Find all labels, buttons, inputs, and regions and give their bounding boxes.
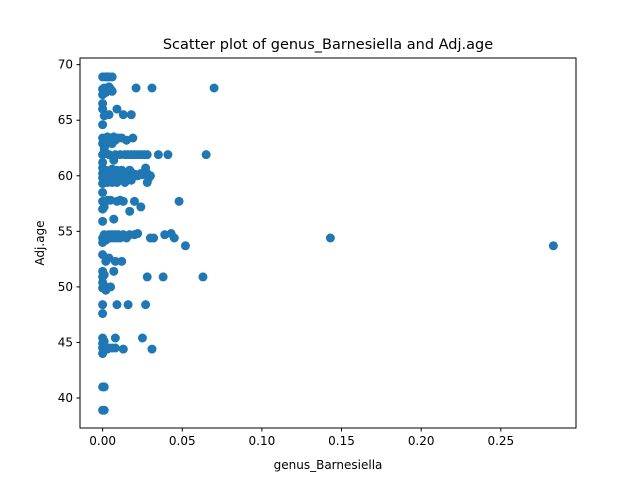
data-point: [107, 86, 117, 96]
axes-frame: [79, 57, 577, 429]
data-point: [153, 150, 163, 160]
y-axis-ticks: 40 45 50 55 60 65 70: [58, 58, 80, 405]
x-axis-label: genus_Barnesiella: [274, 458, 383, 472]
data-point: [126, 110, 136, 120]
data-point: [107, 72, 117, 82]
y-tick-label: 55: [58, 224, 73, 238]
data-point: [158, 272, 168, 282]
data-point: [129, 196, 139, 206]
data-point: [112, 300, 122, 310]
data-point: [98, 99, 108, 109]
data-point: [117, 256, 127, 266]
data-point: [106, 282, 116, 292]
data-point: [99, 336, 109, 346]
y-tick-label: 60: [58, 169, 73, 183]
data-point: [109, 266, 119, 276]
data-point: [98, 216, 108, 226]
data-point: [548, 241, 558, 251]
y-tick-label: 45: [58, 335, 73, 349]
x-tick-label: 0.05: [169, 434, 196, 448]
data-point: [128, 133, 138, 143]
data-point: [147, 83, 157, 93]
chart-title: Scatter plot of genus_Barnesiella and Ad…: [163, 37, 493, 53]
data-point: [325, 233, 335, 243]
data-point: [98, 300, 108, 310]
data-point: [98, 120, 108, 130]
data-point: [104, 110, 114, 120]
y-tick-label: 40: [58, 391, 73, 405]
x-tick-label: 0.10: [249, 434, 276, 448]
data-point: [118, 344, 128, 354]
data-point: [163, 150, 173, 160]
x-axis-ticks: 0.00 0.05 0.10 0.15 0.20 0.25: [89, 428, 514, 448]
data-point: [109, 214, 119, 224]
plot-area-background: [80, 58, 576, 428]
data-point: [99, 270, 109, 280]
data-point: [198, 272, 208, 282]
data-point: [110, 343, 120, 353]
y-tick-label: 50: [58, 280, 73, 294]
data-point: [142, 272, 152, 282]
data-point: [141, 300, 151, 310]
data-point: [125, 206, 135, 216]
data-point: [98, 187, 108, 197]
data-point: [149, 233, 159, 243]
data-point: [110, 333, 120, 343]
data-point: [118, 196, 128, 206]
data-point: [180, 241, 190, 251]
data-point: [123, 300, 133, 310]
data-point: [174, 196, 184, 206]
y-tick-label: 70: [58, 58, 73, 72]
data-points: [98, 72, 558, 415]
data-point: [137, 333, 147, 343]
x-tick-label: 0.25: [487, 434, 514, 448]
x-tick-label: 0.00: [89, 434, 116, 448]
data-point: [209, 83, 219, 93]
y-axis-label: Adj.age: [33, 220, 47, 265]
data-point: [147, 344, 157, 354]
data-point: [136, 202, 146, 212]
data-point: [145, 171, 155, 181]
data-point: [99, 382, 109, 392]
data-point: [98, 157, 108, 167]
data-point: [133, 229, 143, 239]
x-tick-label: 0.20: [408, 434, 435, 448]
y-tick-label: 65: [58, 113, 73, 127]
data-point: [169, 233, 179, 243]
data-point: [118, 110, 128, 120]
data-point: [112, 104, 122, 114]
data-point: [201, 150, 211, 160]
data-point: [98, 309, 108, 319]
data-point: [131, 83, 141, 93]
data-point: [110, 256, 120, 266]
data-point: [142, 150, 152, 160]
x-tick-label: 0.15: [328, 434, 355, 448]
data-point: [99, 405, 109, 415]
